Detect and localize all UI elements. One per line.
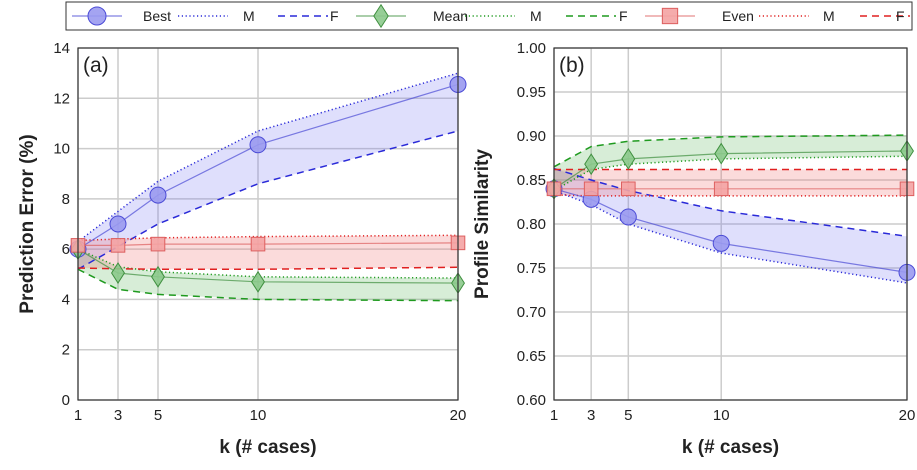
legend-marker [662,8,677,23]
y-tick-label: 0.85 [517,172,546,189]
legend-label: M [243,8,255,24]
legend-label: M [530,8,542,24]
data-point-best [150,187,166,203]
x-tick-label: 3 [114,407,122,424]
x-tick-label: 1 [550,407,558,424]
y-tick-label: 0.65 [517,348,546,365]
x-tick-label: 5 [154,407,162,424]
x-tick-label: 10 [250,407,267,424]
legend-label: Mean [433,8,468,24]
legend-label: Best [143,8,171,24]
y-tick-label: 0.60 [517,392,546,409]
x-tick-label: 20 [450,407,467,424]
data-point-even [622,182,636,196]
y-tick-label: 8 [62,191,70,208]
legend-label: M [823,8,835,24]
x-axis-title: k (# cases) [682,437,779,458]
data-point-best [110,216,126,232]
legend: Best M F Mean M F Even M F [66,2,912,30]
legend-label: F [896,8,905,24]
y-tick-label: 0 [62,392,70,409]
band-even [78,235,458,269]
y-tick-label: 0.80 [517,216,546,233]
x-tick-label: 3 [587,407,595,424]
data-point-even [584,182,598,196]
band-even [554,169,907,195]
y-tick-label: 0.90 [517,128,546,145]
x-tick-label: 5 [624,407,632,424]
data-point-even [151,237,165,251]
y-tick-label: 10 [53,141,70,158]
y-tick-label: 0.70 [517,304,546,321]
y-tick-label: 2 [62,342,70,359]
panel-b: 1 3 5 10 20 0.60 0.65 0.70 0.75 0.80 0.85 0.90 0.95 1… [472,40,915,458]
legend-label: F [619,8,628,24]
data-point-even [251,237,265,251]
y-axis-title: Profile Similarity [472,149,493,299]
y-tick-label: 6 [62,241,70,258]
data-point-best [620,209,636,225]
panel-label: (a) [83,54,109,77]
legend-label: Even [722,8,754,24]
y-tick-label: 0.75 [517,260,546,277]
panel-a: 1 3 5 10 20 0 2 4 6 8 10 12 14 k (# cases) Prediction … [17,40,466,458]
data-point-best [713,235,729,251]
data-point-even [111,239,125,253]
y-tick-label: 14 [53,40,70,57]
x-tick-label: 20 [899,407,916,424]
data-point-even [714,182,728,196]
y-tick-label: 4 [62,291,70,308]
y-tick-label: 12 [53,90,70,107]
y-tick-label: 1.00 [517,40,546,57]
legend-label: F [330,8,339,24]
x-axis-title: k (# cases) [219,437,316,458]
x-tick-label: 10 [713,407,730,424]
panel-label: (b) [559,54,585,77]
x-tick-label: 1 [74,407,82,424]
y-tick-label: 0.95 [517,84,546,101]
data-point-best [250,137,266,153]
y-axis-title: Prediction Error (%) [17,134,38,313]
legend-marker [88,7,106,25]
